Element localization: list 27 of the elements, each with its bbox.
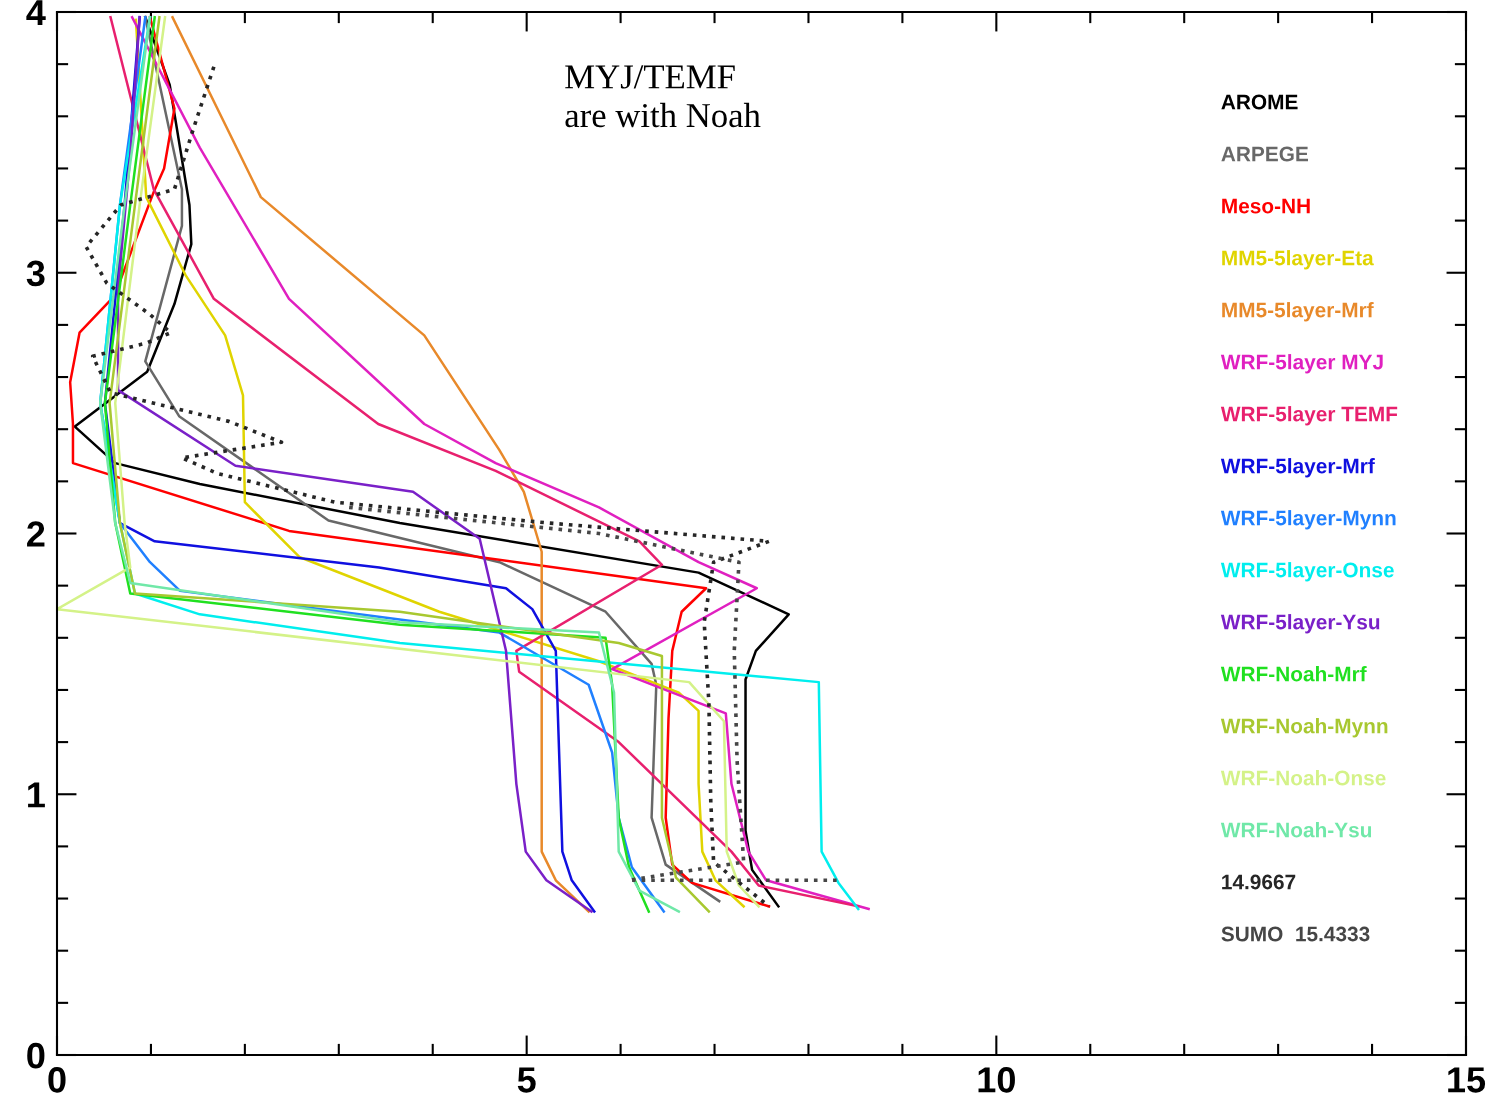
x-tick-label: 10 [978,1067,1015,1093]
text: WRF-5layer TEMF [1220,406,1398,426]
annotation: MYJ/TEMF are with Noah [565,65,761,128]
text: WRF-5layer-Mynn [1220,510,1396,530]
text: WRF-Noah-Onse [1220,770,1386,786]
x-tick-label: 5 [517,1067,536,1093]
text: WRF-Noah-Ysu [1220,822,1372,838]
text: WRF-5layer-Mrf [1220,458,1375,478]
text: SUMO 15.4333 [1221,926,1370,942]
text: 14.9667 [1222,874,1296,890]
x-tick-label: 0 [48,1067,66,1093]
text: Meso-NH [1222,198,1310,214]
text: AROME [1221,94,1298,110]
y-tick-label: 1 [28,782,45,808]
y-tick-label: 0 [27,1042,45,1069]
text: WRF-5layer-Onse [1220,562,1394,582]
text: MM5-5layer-Eta [1222,250,1374,270]
text: WRF-Noah-Mynn [1220,718,1388,738]
text: WRF-5layer MYJ [1220,354,1383,374]
y-tick-label: 4 [26,0,46,26]
text: MM5-5layer-Mrf [1222,302,1374,322]
x-tick-label: 15 [1448,1067,1486,1093]
text: ARPEGE [1221,146,1308,162]
text: WRF-5layer-Ysu [1220,614,1380,634]
y-tick-label: 3 [26,260,45,287]
y-tick-label: 2 [27,521,45,547]
text: WRF-Noah-Mrf [1220,666,1367,682]
